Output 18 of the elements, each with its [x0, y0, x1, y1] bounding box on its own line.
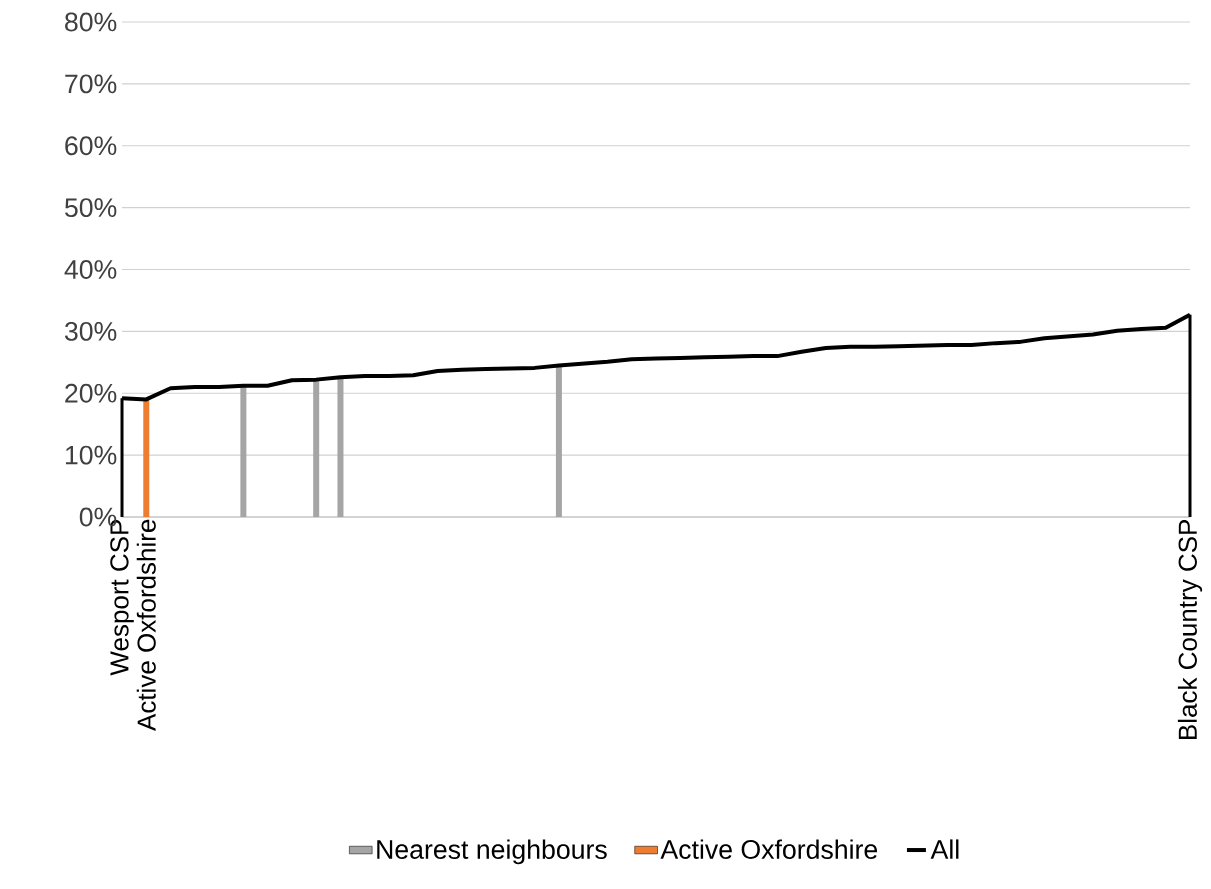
y-tick-label: 30%: [64, 321, 117, 341]
x-tick-label: Active Oxfordshire: [136, 519, 156, 731]
y-tick-label: 80%: [65, 12, 117, 32]
legend-label: All: [930, 839, 959, 859]
y-tick-label: 10%: [65, 445, 117, 465]
legend-label: Active Oxfordshire: [660, 839, 878, 859]
y-tick-label: 40%: [64, 260, 117, 279]
y-tick-label: 20%: [65, 383, 117, 403]
y-tick-label: 50%: [64, 198, 117, 218]
bar: [313, 379, 320, 517]
y-tick-label: 60%: [65, 136, 117, 156]
bar: [555, 365, 562, 517]
bar: [240, 385, 247, 517]
y-tick-label: 70%: [65, 74, 117, 94]
legend-label: Nearest neighbours: [377, 839, 607, 865]
bar: [143, 399, 150, 517]
x-tick-label: Black Country CSP: [1177, 520, 1203, 739]
bar: [337, 377, 344, 517]
